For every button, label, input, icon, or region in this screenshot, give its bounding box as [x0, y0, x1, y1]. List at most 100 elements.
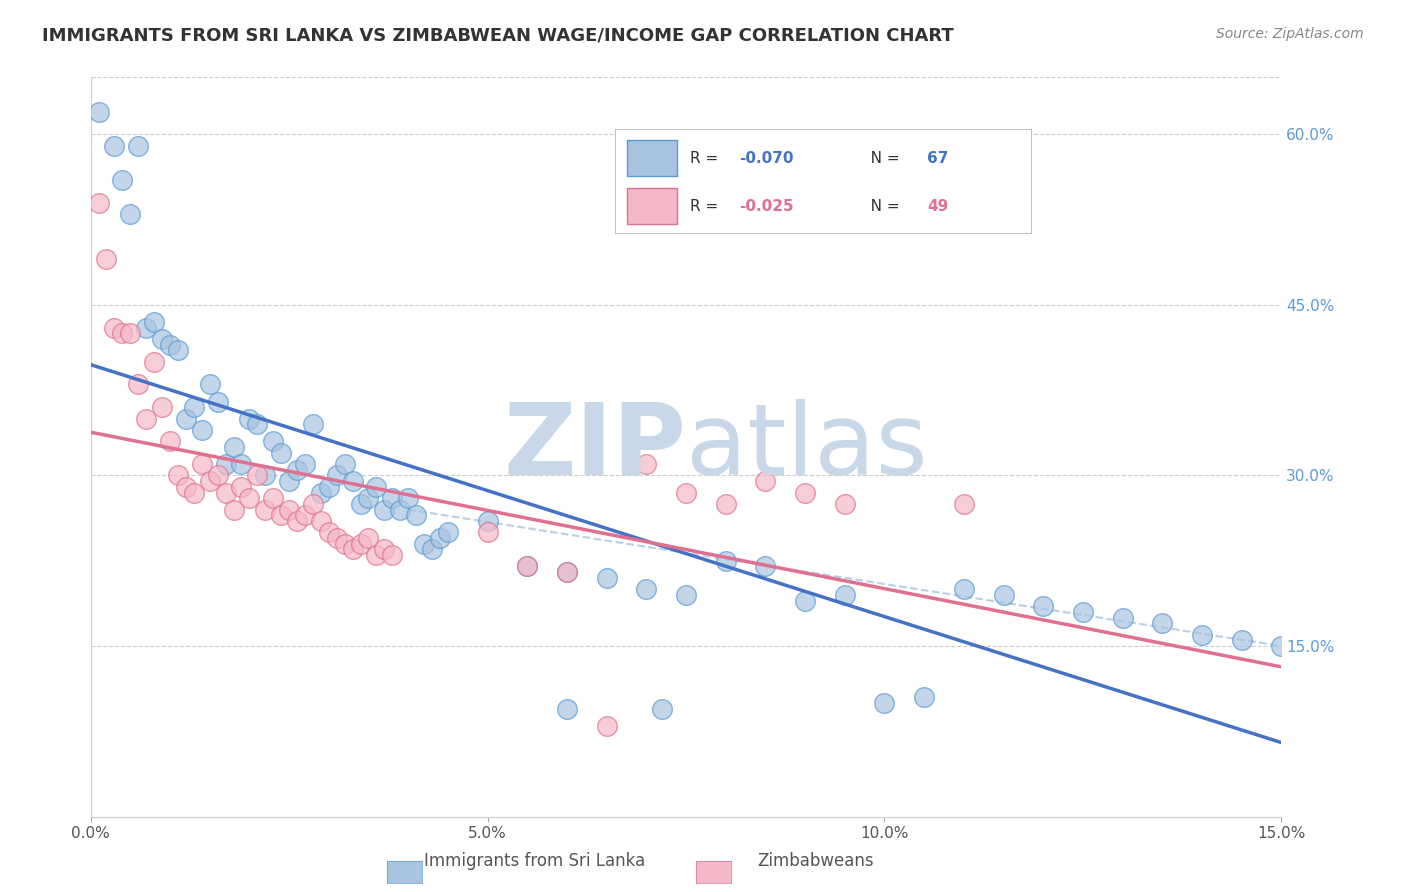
Point [198, 377, 221, 392]
Point [754, 559, 776, 574]
Point [214, 457, 236, 471]
Point [231, 457, 253, 471]
Point [834, 497, 856, 511]
Text: ZIP: ZIP [503, 399, 686, 496]
Point [366, 548, 388, 562]
Point [120, 207, 142, 221]
Point [405, 508, 427, 523]
Point [1071, 605, 1094, 619]
Point [207, 468, 229, 483]
Point [135, 320, 157, 334]
Point [167, 468, 190, 483]
Point [150, 401, 173, 415]
Point [1270, 639, 1292, 653]
Point [190, 457, 212, 471]
Point [214, 485, 236, 500]
Point [555, 701, 578, 715]
Point [254, 468, 277, 483]
Point [794, 593, 817, 607]
Point [198, 474, 221, 488]
Point [302, 497, 325, 511]
Point [270, 508, 292, 523]
Point [381, 548, 404, 562]
Point [1111, 610, 1133, 624]
Point [111, 173, 134, 187]
Point [912, 690, 935, 705]
Text: atlas: atlas [686, 399, 928, 496]
Point [754, 474, 776, 488]
Point [231, 480, 253, 494]
Point [636, 457, 658, 471]
Point [357, 491, 380, 506]
Point [595, 718, 617, 732]
Point [302, 417, 325, 432]
Point [318, 480, 340, 494]
Point [190, 423, 212, 437]
Point [270, 446, 292, 460]
Point [318, 525, 340, 540]
Point [595, 571, 617, 585]
Point [429, 531, 451, 545]
Point [373, 502, 395, 516]
Point [309, 514, 332, 528]
Point [222, 440, 245, 454]
Point [651, 701, 673, 715]
Point [103, 320, 125, 334]
Point [477, 514, 499, 528]
Point [555, 565, 578, 579]
Point [285, 514, 308, 528]
Point [111, 326, 134, 341]
Point [413, 537, 436, 551]
Point [555, 565, 578, 579]
Point [993, 588, 1015, 602]
Point [294, 508, 316, 523]
Point [516, 559, 538, 574]
Point [1191, 627, 1213, 641]
Point [127, 138, 149, 153]
Point [396, 491, 419, 506]
Point [96, 252, 118, 267]
Point [285, 463, 308, 477]
Point [437, 525, 460, 540]
Point [333, 537, 356, 551]
Point [159, 434, 181, 449]
Point [120, 326, 142, 341]
Point [420, 542, 443, 557]
Point [87, 104, 110, 119]
Point [349, 537, 371, 551]
Point [636, 582, 658, 596]
Point [714, 554, 737, 568]
Point [373, 542, 395, 557]
Point [174, 411, 197, 425]
Point [246, 468, 269, 483]
Point [262, 434, 284, 449]
Point [262, 491, 284, 506]
Point [143, 315, 166, 329]
Point [342, 474, 364, 488]
Point [143, 355, 166, 369]
Point [174, 480, 197, 494]
Point [381, 491, 404, 506]
Point [207, 394, 229, 409]
Point [333, 457, 356, 471]
Point [183, 401, 205, 415]
Point [389, 502, 412, 516]
Point [238, 411, 260, 425]
Point [873, 696, 896, 710]
Point [516, 559, 538, 574]
Point [278, 474, 301, 488]
Point [222, 502, 245, 516]
Point [238, 491, 260, 506]
Point [325, 468, 347, 483]
Text: Source: ZipAtlas.com: Source: ZipAtlas.com [1216, 27, 1364, 41]
Point [357, 531, 380, 545]
Point [714, 497, 737, 511]
Point [135, 411, 157, 425]
Point [834, 588, 856, 602]
Point [366, 480, 388, 494]
Point [167, 343, 190, 358]
Point [294, 457, 316, 471]
Point [278, 502, 301, 516]
Point [159, 337, 181, 351]
Point [953, 497, 976, 511]
